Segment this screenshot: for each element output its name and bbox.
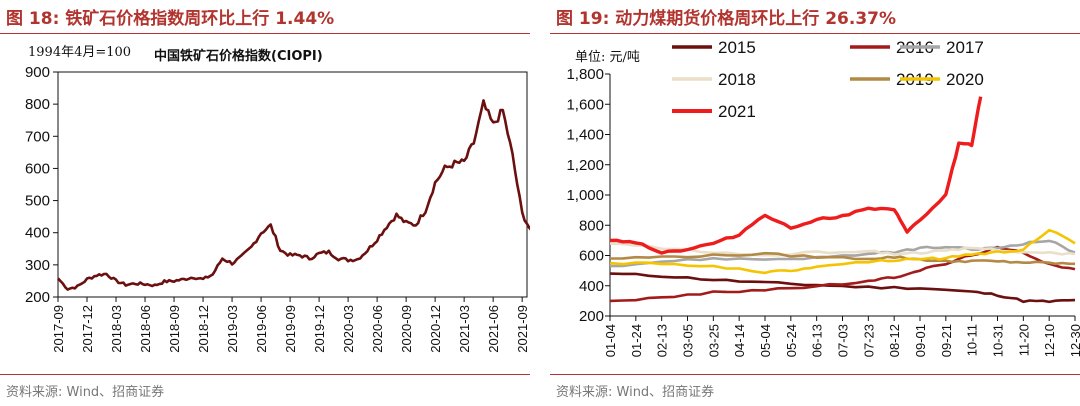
x-tick-label: 06-13 xyxy=(810,324,825,357)
x-tick-label: 01-24 xyxy=(629,324,644,357)
x-tick-label: 10-31 xyxy=(991,324,1006,357)
figure-18-source-rule xyxy=(0,374,530,375)
x-tick-label: 2018-06 xyxy=(138,305,153,353)
x-tick-label: 12-10 xyxy=(1042,324,1057,357)
x-tick-label: 05-24 xyxy=(784,324,799,357)
x-tick-label: 05-04 xyxy=(758,324,773,357)
y-tick-label: 600 xyxy=(25,160,50,177)
y-tick-label: 800 xyxy=(579,217,604,234)
series-label: 中国铁矿石价格指数(CIOPI) xyxy=(154,48,323,64)
legend-label-2017: 2017 xyxy=(946,38,984,57)
y-tick-label: 1,800 xyxy=(566,66,604,83)
x-tick-label: 2020-06 xyxy=(370,305,385,353)
x-tick-label: 09-21 xyxy=(939,324,954,357)
x-tick-label: 11-20 xyxy=(1016,324,1031,356)
x-tick-label: 2019-06 xyxy=(254,305,269,353)
series-line-2021 xyxy=(609,96,983,255)
x-tick-label: 2020-09 xyxy=(399,305,414,353)
figure-19-source-rule xyxy=(550,374,1080,375)
x-tick-label: 2018-03 xyxy=(109,305,124,353)
x-tick-label: 07-23 xyxy=(861,324,876,357)
y-tick-label: 800 xyxy=(25,96,50,113)
series-line-2018 xyxy=(609,242,1076,257)
x-tick-label: 2017-09 xyxy=(51,305,66,353)
y-tick-label: 300 xyxy=(25,257,50,274)
figure-19-title-rule xyxy=(550,33,1080,34)
x-tick-label: 07-03 xyxy=(836,324,851,357)
x-tick-label: 2020-03 xyxy=(341,305,356,353)
plot-frame xyxy=(57,71,528,298)
y-tick-label: 1,000 xyxy=(566,187,604,204)
y-tick-label: 500 xyxy=(25,193,50,210)
x-tick-label: 2019-12 xyxy=(312,305,327,353)
series-line-ciopi xyxy=(57,99,530,291)
legend-label-2015: 2015 xyxy=(718,38,756,57)
y-tick-label: 400 xyxy=(25,225,50,242)
figure-19-title: 图 19: 动力煤期货价格周环比上行 26.37% xyxy=(556,9,897,29)
x-tick-label: 2021-09 xyxy=(515,305,530,353)
y-tick-label: 400 xyxy=(579,278,604,295)
unit-note: 1994年4月=100 xyxy=(28,45,131,60)
legend-label-2021: 2021 xyxy=(718,102,756,121)
series-line-2015 xyxy=(609,272,1076,304)
x-tick-label: 02-13 xyxy=(655,324,670,357)
figure-18-panel: 图 18: 铁矿石价格指数周环比上行 1.44% 900 800 700 600 500… xyxy=(0,0,530,406)
x-tick-label: 10-11 xyxy=(965,324,980,356)
unit-note: 单位: 元/吨 xyxy=(575,50,640,65)
x-tick-label: 2018-09 xyxy=(167,305,182,353)
x-tick-label: 2017-12 xyxy=(80,305,95,353)
x-tick-label: 2020-12 xyxy=(428,305,443,353)
figure-18-title: 图 18: 铁矿石价格指数周环比上行 1.44% xyxy=(6,9,335,29)
y-tick-label: 700 xyxy=(25,128,50,145)
x-tick-label: 04-14 xyxy=(732,324,747,357)
x-tick-label: 09-01 xyxy=(913,324,928,357)
legend-label-2020: 2020 xyxy=(946,70,984,89)
x-tick-label: 2019-09 xyxy=(283,305,298,353)
legend-label-2018: 2018 xyxy=(718,70,756,89)
figure-18-source: 资料来源: Wind、招商证券 xyxy=(6,385,165,400)
y-tick-label: 600 xyxy=(579,248,604,265)
x-tick-label: 12-30 xyxy=(1068,324,1080,357)
x-tick-label: 08-12 xyxy=(887,324,902,357)
x-tick-label: 03-05 xyxy=(681,324,696,357)
figure-19-panel: 图 19: 动力煤期货价格周环比上行 26.37% 1,800 1,600 1,40… xyxy=(550,0,1080,406)
x-tick-label: 01-04 xyxy=(603,324,618,357)
x-tick-label: 2018-12 xyxy=(196,305,211,353)
series-line-2020 xyxy=(609,228,1076,275)
x-tick-label: 2021-03 xyxy=(457,305,472,353)
figure-19-source: 资料来源: Wind、招商证券 xyxy=(556,385,715,400)
y-tick-label: 1,400 xyxy=(566,127,604,144)
y-tick-label: 200 xyxy=(579,308,604,325)
series-line-2017 xyxy=(609,239,1076,268)
y-tick-label: 900 xyxy=(25,64,50,81)
x-tick-label: 03-25 xyxy=(706,324,721,357)
y-tick-label: 200 xyxy=(25,289,50,306)
x-tick-label: 2019-03 xyxy=(225,305,240,353)
figure-18-title-rule xyxy=(0,33,530,34)
y-tick-label: 1,600 xyxy=(566,96,604,113)
y-tick-label: 1,200 xyxy=(566,157,604,174)
thermal-coal-futures-chart: 1,8001,6001,4001,2001,00080060040020001-… xyxy=(566,38,1080,357)
x-tick-label: 2021-06 xyxy=(486,305,501,353)
